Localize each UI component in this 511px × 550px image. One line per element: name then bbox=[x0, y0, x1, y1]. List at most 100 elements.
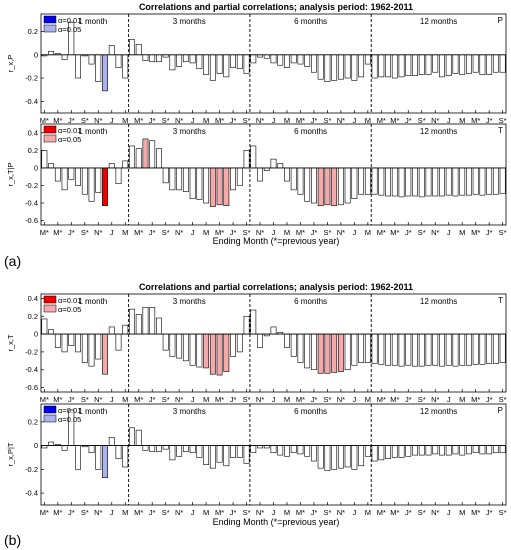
y-tick-label: -0.2 bbox=[25, 74, 38, 83]
bar bbox=[263, 54, 270, 59]
x-tick-label: J* bbox=[311, 508, 318, 517]
x-tick-label: N* bbox=[256, 116, 264, 125]
y-axis-label: r_x,P bbox=[6, 55, 15, 73]
bar bbox=[344, 167, 351, 204]
bar bbox=[439, 333, 445, 367]
panel-corner-label: P bbox=[498, 16, 503, 25]
x-tick-label: M bbox=[284, 395, 290, 404]
bar bbox=[135, 148, 142, 169]
x-tick-label: J* bbox=[68, 228, 75, 237]
x-tick-label: J* bbox=[149, 508, 156, 517]
bar bbox=[324, 333, 331, 374]
x-tick-label: M* bbox=[215, 116, 224, 125]
bar bbox=[223, 167, 230, 206]
bar bbox=[459, 333, 466, 366]
bar bbox=[445, 333, 452, 366]
bar bbox=[156, 317, 162, 335]
x-tick-label: M bbox=[284, 228, 290, 237]
x-tick-label: M* bbox=[390, 116, 399, 125]
chart-panel-a-top: -0.4-0.200.2M* M* J* S* N* J M M* J* S* N* J M M* J* S*… bbox=[6, 13, 507, 125]
bar bbox=[398, 54, 405, 78]
legend-label: α=0.05 bbox=[58, 305, 81, 314]
bar bbox=[364, 54, 371, 65]
legend-label: α=0.01 bbox=[58, 126, 81, 135]
bar bbox=[412, 167, 418, 197]
bar bbox=[344, 54, 351, 79]
bar bbox=[351, 167, 358, 199]
x-tick-label: J bbox=[191, 508, 195, 517]
bar bbox=[277, 445, 284, 456]
y-axis-label: r_x,T|P bbox=[6, 162, 15, 186]
bar bbox=[129, 427, 135, 446]
bar bbox=[492, 167, 499, 195]
bar bbox=[41, 150, 48, 169]
x-tick-label: S* bbox=[499, 508, 507, 517]
bar bbox=[169, 445, 176, 461]
figure-a-title: Correlations and partial correlations; a… bbox=[139, 2, 413, 12]
bar bbox=[425, 167, 432, 197]
x-tick-label: J bbox=[191, 228, 195, 237]
bar bbox=[317, 333, 324, 374]
bar bbox=[223, 54, 230, 78]
bar bbox=[284, 333, 290, 348]
bar bbox=[122, 160, 129, 169]
group-label: 6 months bbox=[294, 17, 327, 26]
bar bbox=[54, 167, 61, 182]
bar bbox=[492, 333, 499, 364]
bar bbox=[230, 167, 237, 191]
bar bbox=[311, 54, 317, 73]
bar bbox=[304, 333, 311, 369]
x-tick-label: S* bbox=[243, 116, 251, 125]
bar bbox=[189, 445, 196, 454]
x-tick-label: M* bbox=[377, 395, 386, 404]
bar bbox=[486, 54, 493, 75]
bar bbox=[324, 445, 331, 471]
bar bbox=[61, 333, 68, 353]
legend-swatch bbox=[43, 15, 57, 24]
bar bbox=[378, 333, 385, 365]
bar bbox=[479, 333, 486, 365]
bar bbox=[492, 54, 499, 73]
legend-label: α=0.05 bbox=[58, 135, 81, 144]
y-tick-label: 0 bbox=[34, 330, 38, 339]
bar bbox=[88, 54, 95, 65]
bar bbox=[41, 318, 48, 335]
x-tick-label: M bbox=[203, 395, 209, 404]
bar bbox=[48, 163, 55, 169]
bar bbox=[304, 167, 311, 202]
x-tick-label: J* bbox=[68, 395, 75, 404]
x-tick-label: M* bbox=[53, 228, 62, 237]
bar bbox=[169, 333, 176, 357]
bar bbox=[230, 333, 237, 357]
bar bbox=[284, 54, 290, 68]
bar bbox=[351, 54, 358, 81]
x-tick-label: J* bbox=[486, 395, 493, 404]
bar bbox=[203, 333, 210, 369]
x-tick-label: N* bbox=[175, 228, 183, 237]
x-tick-label: M bbox=[122, 395, 128, 404]
bar bbox=[358, 167, 365, 195]
bar bbox=[81, 333, 88, 363]
x-tick-label: N* bbox=[431, 508, 439, 517]
x-tick-label: S* bbox=[323, 508, 331, 517]
x-tick-label: M* bbox=[40, 116, 49, 125]
bar bbox=[102, 333, 108, 375]
x-tick-label: S* bbox=[418, 395, 426, 404]
x-tick-label: J* bbox=[68, 116, 75, 125]
bar bbox=[472, 54, 479, 73]
bar bbox=[479, 54, 486, 75]
legend-label: α=0.01 bbox=[58, 16, 81, 25]
chart-panels: -0.4-0.200.2M* M* J* S* N* J M M* J* S* N* J M M* J* S*… bbox=[6, 13, 507, 517]
x-tick-label: N* bbox=[431, 395, 439, 404]
legend-swatch bbox=[43, 134, 57, 143]
bar bbox=[418, 333, 425, 367]
y-tick-label: 0.2 bbox=[28, 312, 38, 321]
bar bbox=[95, 333, 102, 360]
y-tick-label: 0 bbox=[34, 441, 38, 450]
x-tick-label: M* bbox=[377, 508, 386, 517]
bar bbox=[459, 54, 466, 75]
bar bbox=[54, 333, 61, 348]
x-tick-label: M* bbox=[471, 116, 480, 125]
legend-swatch bbox=[43, 24, 57, 33]
x-tick-label: J bbox=[447, 508, 451, 517]
